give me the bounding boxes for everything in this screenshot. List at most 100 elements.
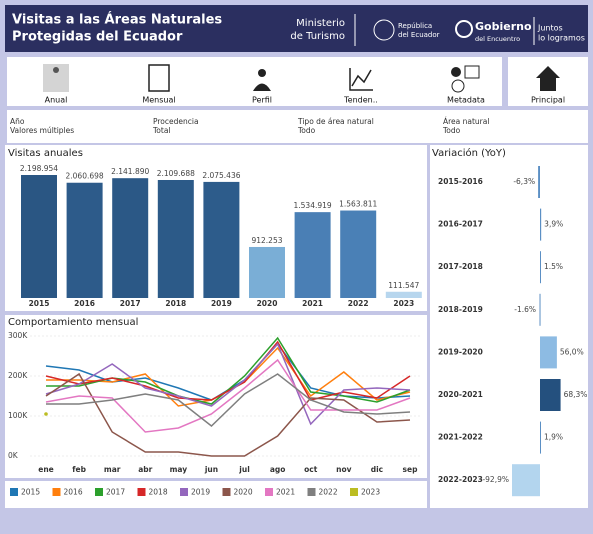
value-label: -92,9% — [482, 475, 509, 484]
y-tick-label: 300K — [8, 331, 28, 340]
value-label: 1.5% — [544, 262, 563, 271]
bar — [540, 379, 561, 411]
legend-swatch — [180, 488, 188, 496]
republic: del Ecuador — [398, 31, 440, 39]
nav-label[interactable]: Metadata — [447, 96, 485, 105]
filter-label[interactable]: Procedencia — [153, 117, 199, 126]
x-tick-label: feb — [72, 465, 86, 474]
value-label: 1.563.811 — [339, 200, 377, 209]
gobierno: Gobierno — [475, 20, 532, 33]
panel — [430, 145, 588, 508]
x-tick-label: 2022 — [348, 299, 369, 308]
y-tick-label: 200K — [8, 371, 28, 380]
legend-label: 2021 — [276, 488, 295, 497]
y-category-label: 2016-2017 — [438, 220, 483, 229]
value-label: -6,3% — [513, 177, 535, 186]
nav-label[interactable]: Tenden.. — [343, 96, 378, 105]
x-tick-label: jun — [204, 465, 218, 474]
filter-label[interactable]: Tipo de área natural — [297, 117, 374, 126]
bar — [538, 166, 540, 198]
filter-value[interactable]: Total — [152, 126, 171, 135]
x-tick-label: oct — [304, 465, 318, 474]
legend-swatch — [52, 488, 61, 496]
value-label: 2.075.436 — [202, 171, 240, 180]
icons — [43, 64, 560, 93]
x-tick-label: ene — [38, 465, 54, 474]
bar — [340, 210, 377, 298]
value-label: 68,3% — [564, 390, 588, 399]
header — [5, 5, 588, 52]
x-tick-label: jul — [238, 465, 249, 474]
y-tick-label: 0K — [8, 451, 19, 460]
y-category-label: 2018-2019 — [438, 305, 483, 314]
icon-principal — [536, 66, 560, 91]
x-tick-label: may — [170, 465, 188, 474]
value-label: 2.141.890 — [111, 167, 149, 176]
series-line — [45, 342, 411, 426]
bar — [539, 293, 541, 326]
bar — [540, 336, 557, 369]
series-line — [45, 358, 411, 433]
x-tick-label: 2015 — [29, 299, 50, 308]
x-tick-label: 2017 — [120, 299, 141, 308]
y-tick-label: 100K — [8, 411, 28, 420]
value-label: 1,9% — [544, 433, 563, 442]
nav-label[interactable]: Anual — [45, 96, 68, 105]
x-tick-label: ago — [270, 465, 286, 474]
legend-swatch — [265, 488, 273, 496]
filter-value[interactable]: Todo — [297, 126, 316, 135]
gobierno: del Encuentro — [475, 35, 520, 43]
x-tick-label: dic — [371, 465, 383, 474]
icon-anual — [53, 67, 59, 73]
icon-metadata — [464, 65, 480, 79]
x-tick-label: 2023 — [393, 299, 414, 308]
nav-label[interactable]: Mensual — [142, 96, 175, 105]
filter-bar — [7, 110, 588, 143]
filter-label[interactable]: Año — [10, 117, 25, 126]
legend-label: 2017 — [106, 488, 125, 497]
legend-swatch — [350, 488, 358, 496]
legend-label: 2023 — [361, 488, 380, 497]
republic: República — [398, 22, 432, 30]
ministry: de Turismo — [290, 31, 345, 42]
icon-tendencia — [349, 68, 373, 91]
title-line: Protegidas del Ecuador — [12, 30, 183, 45]
bar — [21, 175, 57, 298]
filter-label[interactable]: Área natural — [443, 117, 489, 126]
value-label: 1.534.919 — [294, 201, 332, 210]
nav-label[interactable]: Perfil — [252, 96, 272, 105]
legend-swatch — [10, 488, 18, 496]
icon-mensual — [148, 64, 170, 92]
series-line — [46, 373, 411, 427]
legend-label: 2016 — [64, 488, 83, 497]
filter-value[interactable]: Todo — [442, 126, 461, 135]
x-tick-label: 2016 — [74, 299, 95, 308]
filter-value[interactable]: Valores múltiples — [10, 126, 74, 135]
series-line — [45, 372, 411, 457]
bar — [157, 179, 194, 298]
x-tick-label: 2021 — [302, 299, 323, 308]
x-tick-label: 2018 — [165, 299, 186, 308]
x-tick-label: abr — [138, 465, 152, 474]
value-label: 2.198.954 — [20, 164, 58, 173]
nav-label[interactable]: Principal — [531, 96, 565, 105]
bar — [112, 178, 149, 298]
legend-swatch — [222, 488, 231, 496]
bar — [540, 421, 541, 454]
chart-title: Comportamiento mensual — [8, 317, 138, 328]
emblem — [373, 19, 395, 41]
legend-label: 2015 — [21, 488, 40, 497]
y-category-label: 2020-2021 — [438, 390, 483, 399]
series-line — [45, 340, 411, 401]
bar — [540, 208, 542, 241]
x-tick-label: 2019 — [211, 299, 232, 308]
icon-perfil — [253, 83, 271, 91]
y-category-label: 2017-2018 — [438, 262, 483, 271]
legend-swatch — [137, 488, 146, 496]
y-category-label: 2015-2016 — [438, 177, 483, 186]
x-tick-label: 2020 — [257, 299, 278, 308]
gobierno-logo — [455, 20, 473, 38]
value-label: 2.109.688 — [157, 169, 195, 178]
y-category-label: 2021-2022 — [438, 433, 483, 442]
